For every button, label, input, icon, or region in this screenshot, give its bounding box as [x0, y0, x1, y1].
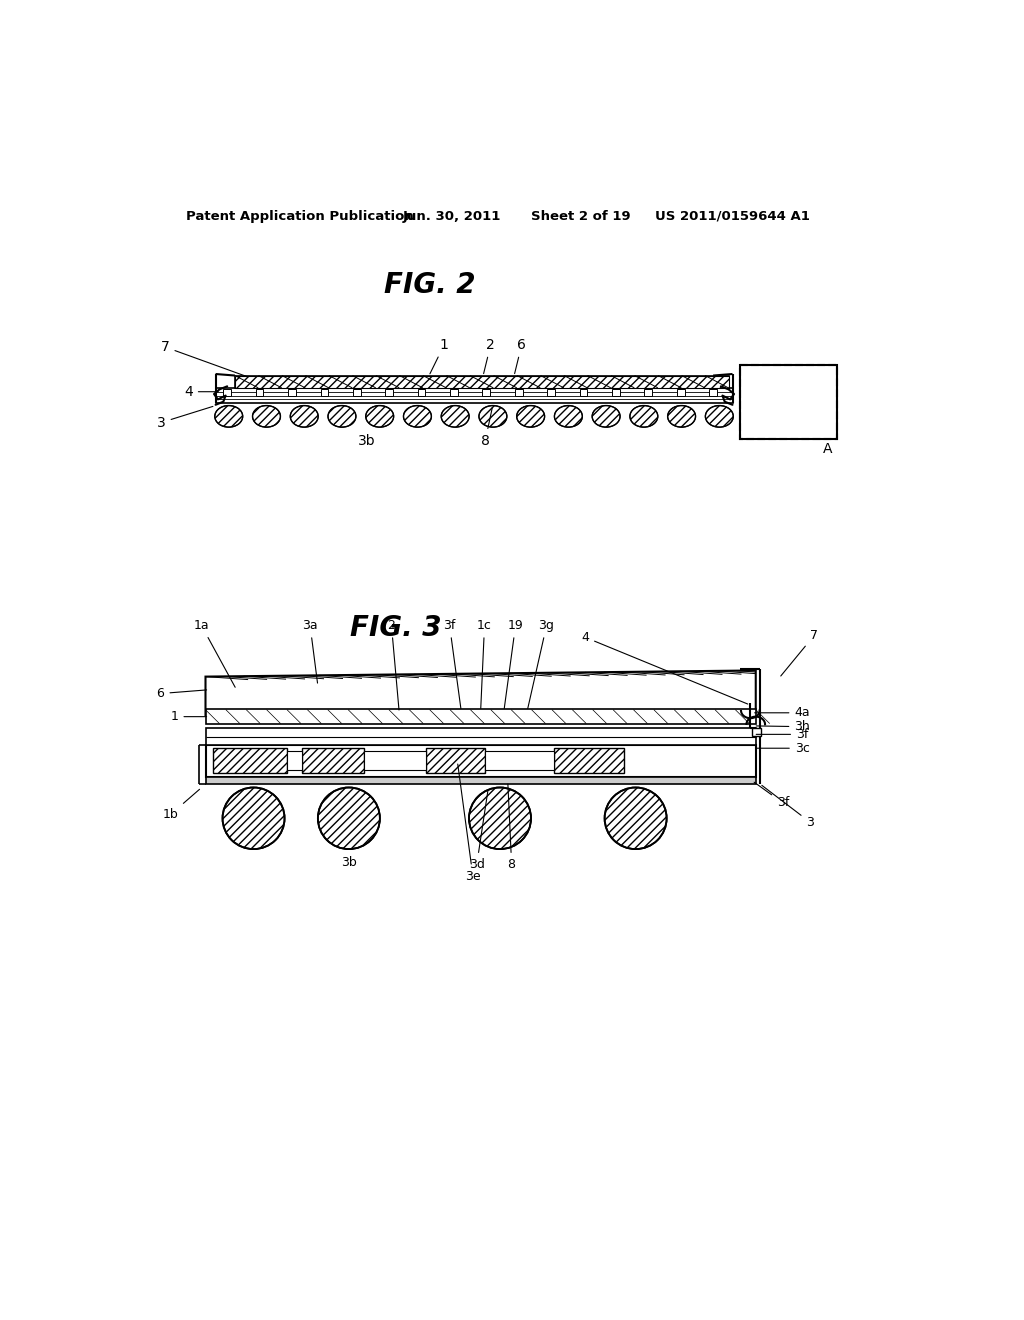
Text: 3e: 3e	[458, 764, 480, 883]
Bar	[206, 709, 756, 725]
Text: A: A	[823, 442, 833, 457]
Bar	[484, 751, 554, 770]
Text: Jun. 30, 2011: Jun. 30, 2011	[403, 210, 502, 223]
Text: 1c: 1c	[477, 619, 492, 709]
Text: 1a: 1a	[194, 619, 236, 688]
Circle shape	[469, 788, 531, 849]
Bar	[644, 389, 652, 396]
Bar	[547, 389, 555, 396]
Text: FIG. 3: FIG. 3	[349, 614, 441, 642]
Ellipse shape	[479, 405, 507, 428]
Bar	[216, 388, 732, 404]
Ellipse shape	[366, 405, 393, 428]
Text: 3g: 3g	[527, 619, 554, 709]
Text: 3b: 3b	[357, 434, 376, 447]
Bar	[677, 389, 685, 396]
Polygon shape	[234, 376, 729, 388]
Bar	[482, 389, 490, 396]
Ellipse shape	[668, 405, 695, 428]
Bar	[213, 748, 287, 774]
Ellipse shape	[403, 405, 431, 428]
Bar	[206, 729, 756, 744]
Bar	[752, 729, 761, 737]
Text: 4: 4	[582, 631, 748, 704]
Ellipse shape	[517, 405, 545, 428]
Text: 3h: 3h	[756, 721, 810, 733]
Text: 3c: 3c	[756, 742, 810, 755]
Text: 3: 3	[762, 785, 814, 829]
Bar	[710, 389, 717, 396]
Circle shape	[222, 788, 285, 849]
Bar	[206, 777, 756, 784]
Text: 19: 19	[504, 619, 523, 709]
Ellipse shape	[630, 405, 657, 428]
Text: 8: 8	[480, 408, 493, 447]
Text: 6: 6	[515, 338, 526, 374]
Bar	[365, 751, 426, 770]
Text: 1: 1	[430, 338, 449, 374]
Text: 4: 4	[184, 384, 218, 399]
Bar	[302, 748, 365, 774]
Ellipse shape	[706, 405, 733, 428]
Text: 2: 2	[387, 619, 399, 710]
Text: US 2011/0159644 A1: US 2011/0159644 A1	[655, 210, 810, 223]
Text: 7: 7	[161, 341, 248, 378]
Text: 8: 8	[508, 784, 516, 871]
Text: 3f: 3f	[756, 727, 808, 741]
Bar	[321, 389, 329, 396]
Bar	[612, 389, 620, 396]
Ellipse shape	[328, 405, 356, 428]
Text: 6: 6	[157, 686, 207, 700]
Text: Patent Application Publication: Patent Application Publication	[186, 210, 414, 223]
Polygon shape	[206, 671, 756, 715]
Bar	[426, 748, 484, 774]
Bar	[515, 389, 522, 396]
Circle shape	[317, 788, 380, 849]
Text: 3f: 3f	[443, 619, 461, 709]
Ellipse shape	[290, 405, 318, 428]
Bar	[554, 748, 624, 774]
Bar	[287, 751, 302, 770]
Bar	[418, 389, 425, 396]
Text: 1: 1	[171, 710, 207, 723]
Ellipse shape	[554, 405, 583, 428]
Text: Sheet 2 of 19: Sheet 2 of 19	[531, 210, 631, 223]
Text: 2: 2	[483, 338, 495, 374]
Text: 7: 7	[780, 630, 818, 676]
Ellipse shape	[253, 405, 281, 428]
Text: 1b: 1b	[163, 789, 200, 821]
Bar	[206, 744, 756, 777]
Polygon shape	[234, 376, 729, 388]
Bar	[385, 389, 393, 396]
Bar	[740, 364, 838, 438]
Text: FIG. 2: FIG. 2	[384, 272, 476, 300]
Bar	[740, 364, 838, 438]
Bar	[451, 389, 458, 396]
Text: 3: 3	[157, 407, 213, 429]
Ellipse shape	[215, 405, 243, 428]
Ellipse shape	[441, 405, 469, 428]
Text: 3a: 3a	[302, 619, 317, 682]
Bar	[288, 389, 296, 396]
Text: 4a: 4a	[755, 706, 810, 719]
Bar	[580, 389, 588, 396]
Ellipse shape	[592, 405, 621, 428]
Bar	[223, 389, 231, 396]
Circle shape	[604, 788, 667, 849]
Text: 3f: 3f	[754, 783, 790, 809]
Text: 3d: 3d	[469, 791, 488, 871]
Bar	[256, 389, 263, 396]
Bar	[353, 389, 360, 396]
Text: 3b: 3b	[341, 857, 356, 870]
